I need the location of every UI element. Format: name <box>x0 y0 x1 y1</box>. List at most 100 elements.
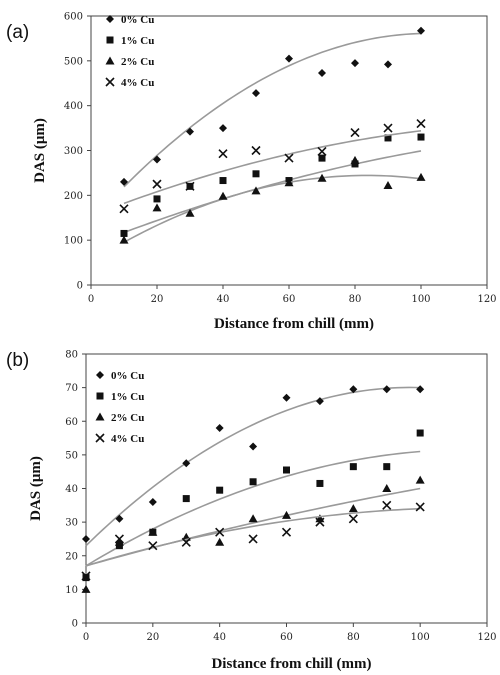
data-point <box>349 385 358 394</box>
x-tick-label: 20 <box>146 632 159 643</box>
data-point <box>152 179 162 189</box>
data-point <box>251 186 261 195</box>
series-4-cu <box>81 500 425 581</box>
data-point <box>281 527 292 537</box>
x-axis-label: Distance from chill (mm) <box>211 656 371 672</box>
y-axis-label: DAS (μm) <box>28 456 44 521</box>
data-point <box>120 177 128 186</box>
legend-marker <box>105 77 115 87</box>
data-point <box>153 195 161 203</box>
y-tick-label: 300 <box>64 146 83 157</box>
data-point <box>350 155 360 164</box>
data-point <box>415 475 425 484</box>
x-tick-label: 100 <box>411 294 430 305</box>
y-tick-label: 100 <box>64 236 83 247</box>
data-point <box>318 68 326 77</box>
y-tick-label: 0 <box>77 281 83 292</box>
y-tick-label: 600 <box>64 12 83 23</box>
data-point <box>186 127 194 136</box>
data-point <box>119 204 129 214</box>
trend-line <box>123 32 422 188</box>
data-point <box>317 173 327 182</box>
legend: 0% Cu 1% Cu 2% Cu 4% Cu <box>95 370 144 445</box>
data-point <box>249 478 257 486</box>
legend-marker <box>95 433 105 443</box>
y-tick-label: 30 <box>65 518 78 529</box>
legend-label: 2% Cu <box>111 412 144 424</box>
data-point <box>416 119 426 129</box>
y-tick-label: 50 <box>65 450 78 461</box>
data-point <box>185 181 195 191</box>
panel-label: (b) <box>6 350 29 371</box>
data-point <box>249 442 258 451</box>
y-axis-label: DAS (μm) <box>32 118 48 183</box>
legend-marker <box>95 412 105 421</box>
data-point <box>350 128 360 138</box>
chart-panel-b: (b) 0 20 40 60 80 100 120 0 10 20 30 40 50 60 70 80 Dista… <box>6 350 497 673</box>
data-point <box>383 180 393 189</box>
y-tick-label: 0 <box>72 619 78 630</box>
legend-label: 4% Cu <box>111 433 144 445</box>
data-point <box>215 423 224 432</box>
x-tick-label: 60 <box>283 294 296 305</box>
series-0-cu <box>120 26 425 188</box>
y-tick-label: 40 <box>65 484 78 495</box>
data-point <box>351 59 359 68</box>
data-point <box>115 514 124 523</box>
legend-marker <box>106 36 114 44</box>
data-point <box>251 145 261 156</box>
trend-line <box>85 507 421 567</box>
data-point <box>219 124 227 133</box>
data-point <box>248 534 258 544</box>
data-point <box>119 235 129 244</box>
data-point <box>215 537 225 546</box>
data-point <box>152 203 162 212</box>
x-tick-label: 40 <box>213 632 226 643</box>
y-tick-label: 10 <box>65 585 78 596</box>
data-point <box>252 89 260 98</box>
data-point <box>248 514 258 523</box>
series-1-cu <box>82 429 424 582</box>
y-tick-label: 60 <box>65 417 78 428</box>
series-2-cu <box>119 155 426 244</box>
y-tick-label: 200 <box>64 191 83 202</box>
trend-line <box>85 450 421 567</box>
data-point <box>81 571 91 581</box>
legend-marker <box>105 56 115 65</box>
legend-label: 2% Cu <box>121 56 154 68</box>
data-point <box>415 502 425 512</box>
data-point <box>349 463 357 471</box>
legend-label: 0% Cu <box>121 14 154 26</box>
data-point <box>315 397 324 406</box>
legend: 0% Cu 1% Cu 2% Cu 4% Cu <box>105 14 154 89</box>
data-point <box>185 208 195 217</box>
x-tick-label: 40 <box>217 294 230 305</box>
trend-line <box>123 150 422 234</box>
data-point <box>218 149 228 159</box>
data-point <box>182 459 191 468</box>
data-point <box>348 514 358 524</box>
data-point <box>181 537 191 547</box>
data-point <box>148 497 157 506</box>
data-point <box>148 527 158 536</box>
data-point <box>318 154 326 162</box>
data-point <box>148 541 158 551</box>
legend-label: 1% Cu <box>111 391 144 403</box>
x-tick-label: 120 <box>477 294 496 305</box>
data-point <box>219 177 227 185</box>
trend-line <box>123 129 422 205</box>
data-point <box>416 385 425 394</box>
x-tick-label: 60 <box>280 632 293 643</box>
trend-line <box>85 386 421 547</box>
legend-marker <box>96 392 104 400</box>
x-tick-label: 80 <box>349 294 362 305</box>
data-point <box>382 500 392 510</box>
panel-label: (a) <box>6 22 29 43</box>
data-point <box>317 146 327 156</box>
data-point <box>382 484 392 492</box>
data-point <box>316 479 324 487</box>
x-tick-label: 20 <box>151 294 164 305</box>
x-tick-label: 80 <box>347 632 360 643</box>
x-tick-label: 0 <box>83 632 89 643</box>
